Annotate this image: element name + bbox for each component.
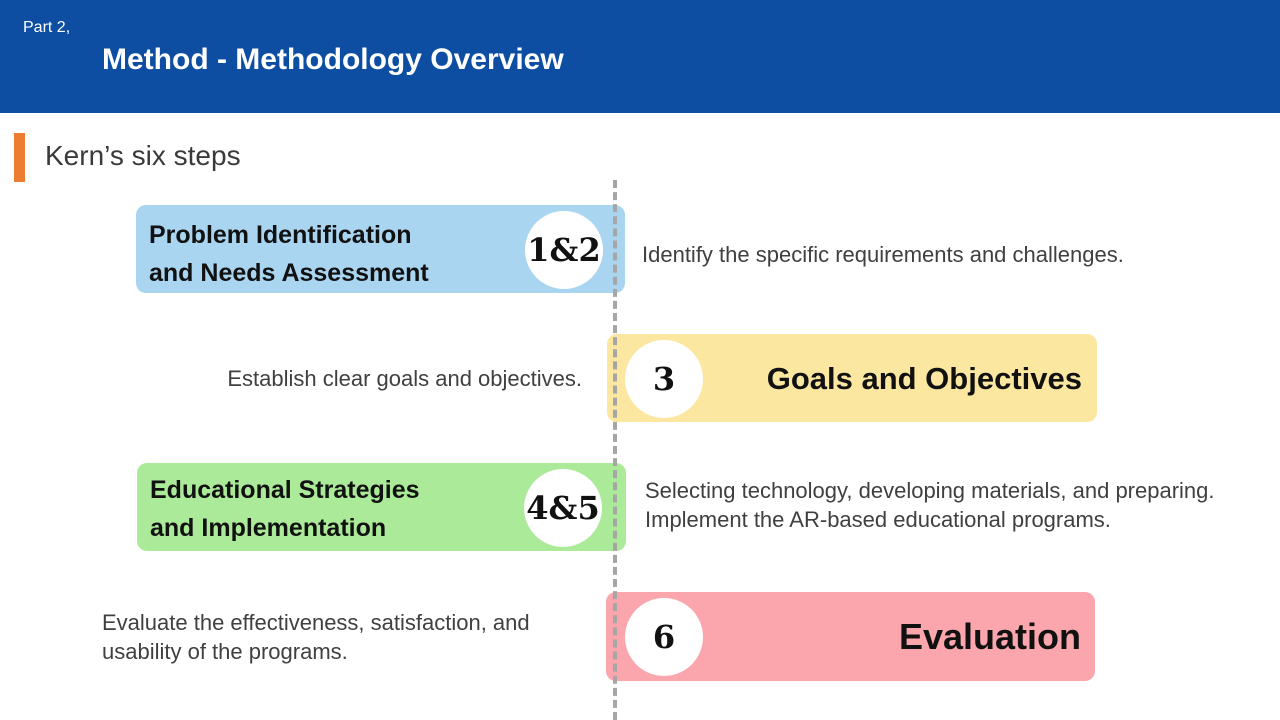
- step-number-badge: 3: [625, 340, 703, 418]
- step-description: Identify the specific requirements and c…: [642, 240, 1124, 269]
- step-label: Evaluation: [898, 616, 1081, 657]
- section-accent-bar: [14, 133, 25, 182]
- step-box-goals-objectives: 3 Goals and Objectives: [607, 334, 1097, 422]
- section-title: Kern’s six steps: [45, 140, 241, 171]
- header-banner: Part 2, Method - Methodology Overview: [0, 0, 1280, 113]
- step-description-line-1: Identify the specific requirements and c…: [642, 242, 1124, 267]
- step-description-line-1: Evaluate the effectiveness, satisfaction…: [102, 610, 530, 635]
- step-description-line-2: usability of the programs.: [102, 639, 348, 664]
- step-number-badge: 6: [625, 598, 703, 676]
- step-label-line-1: Educational Strategies: [150, 476, 420, 504]
- step-box-educational-strategies: Educational Strategies and Implementatio…: [137, 463, 626, 551]
- step-description: Evaluate the effectiveness, satisfaction…: [102, 608, 530, 666]
- part-label: Part 2,: [23, 19, 71, 36]
- center-dashed-divider: [613, 180, 617, 720]
- step-number-badge: 4&5: [524, 469, 602, 547]
- step-description: Selecting technology, developing materia…: [645, 476, 1215, 534]
- step-description-line-1: Establish clear goals and objectives.: [227, 366, 582, 391]
- step-label-line-2: and Implementation: [150, 514, 387, 542]
- step-label: Problem Identification and Needs Assessm…: [149, 216, 429, 292]
- step-label-line-2: and Needs Assessment: [149, 259, 429, 287]
- step-box-evaluation: 6 Evaluation: [606, 592, 1095, 681]
- step-label-line-1: Problem Identification: [149, 221, 412, 249]
- step-number-badge: 1&2: [525, 211, 603, 289]
- step-description-line-2: Implement the AR-based educational progr…: [645, 507, 1111, 532]
- step-label: Goals and Objectives: [766, 361, 1082, 396]
- step-label: Educational Strategies and Implementatio…: [150, 471, 420, 547]
- page-title: Method - Methodology Overview: [102, 43, 564, 76]
- step-description-line-1: Selecting technology, developing materia…: [645, 478, 1215, 503]
- step-description: Establish clear goals and objectives.: [227, 364, 582, 393]
- step-box-problem-identification: Problem Identification and Needs Assessm…: [136, 205, 625, 293]
